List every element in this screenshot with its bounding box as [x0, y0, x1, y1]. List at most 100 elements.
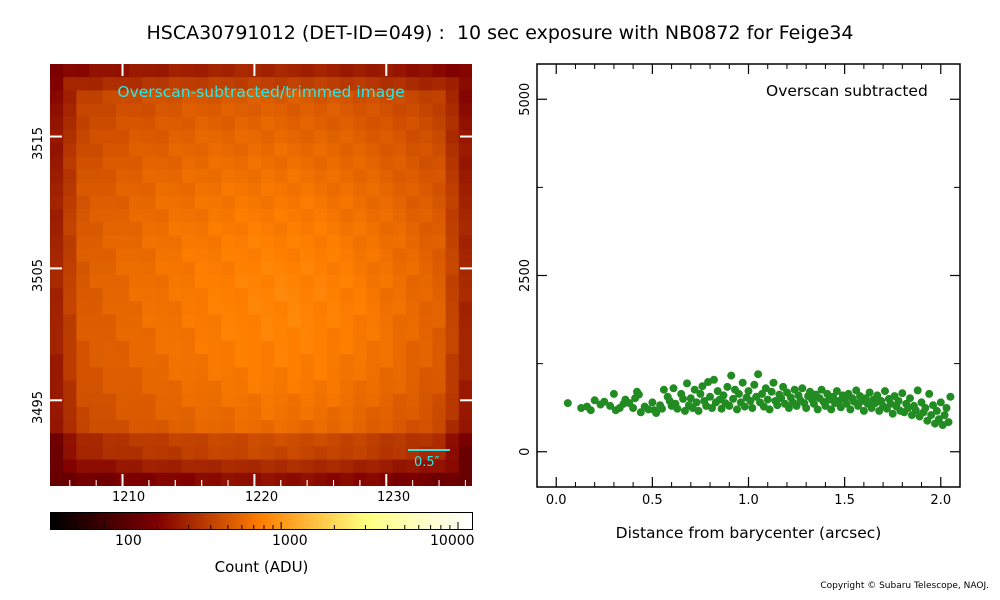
heatmap-cell [300, 406, 315, 421]
heatmap-cell [287, 406, 302, 421]
heatmap-cell [353, 235, 368, 250]
heatmap-cell [168, 77, 183, 91]
heatmap-cell [458, 169, 472, 184]
colorbar-segment [372, 513, 377, 529]
heatmap-cell [326, 354, 341, 368]
scatter-point [590, 396, 599, 405]
heatmap-cell [313, 129, 328, 144]
heatmap-cell [445, 209, 460, 223]
heatmap-cell [392, 433, 407, 448]
heatmap-cell [115, 314, 130, 329]
heatmap-cell [234, 406, 249, 421]
heatmap-cell [406, 288, 420, 302]
heatmap-cell [102, 169, 117, 184]
heatmap-cell [445, 275, 460, 289]
heatmap-cell [247, 103, 262, 118]
colorbar-segment [165, 513, 169, 529]
heatmap-cell [379, 340, 394, 355]
heatmap-cell [234, 116, 249, 131]
heatmap-cell [208, 248, 223, 263]
colorbar-segment [81, 513, 85, 529]
heatmap-cell [340, 143, 354, 157]
heatmap-cell [274, 301, 288, 316]
heatmap-cell [168, 64, 183, 78]
heatmap-cell [366, 380, 381, 395]
heatmap-cell [129, 103, 143, 118]
heatmap-cell [115, 195, 130, 210]
colorbar-segment [408, 513, 413, 529]
heatmap-cell [313, 472, 328, 486]
heatmap-cell [102, 301, 117, 316]
heatmap-cell [208, 406, 223, 421]
heatmap-cell [181, 301, 196, 316]
heatmap-cell [155, 340, 170, 355]
scale-bar [408, 449, 450, 451]
heatmap-cell [379, 459, 394, 474]
colorbar-segment [378, 513, 383, 529]
heatmap-cell [406, 235, 420, 250]
scatter-point [738, 378, 747, 387]
heatmap-cell [261, 261, 275, 276]
colorbar-segment [111, 513, 115, 529]
heatmap-cell [50, 156, 64, 171]
heatmap-cell [195, 275, 209, 289]
heatmap-cell [115, 143, 130, 157]
heatmap-cell [353, 367, 368, 382]
heatmap-cell [129, 446, 143, 461]
colorbar-segment [246, 513, 250, 529]
colorbar-segment [447, 513, 452, 529]
heatmap-cell [195, 103, 209, 118]
heatmap-cell [445, 103, 460, 118]
heatmap-cell [419, 261, 434, 276]
scatter-point [929, 401, 938, 410]
heatmap-cell [195, 393, 209, 408]
heatmap-cell [234, 327, 249, 342]
heatmap-cell [155, 459, 170, 474]
heatmap-cell [340, 169, 354, 184]
heatmap-cell [326, 222, 341, 237]
heatmap-cell [392, 367, 407, 382]
heatmap-cell [208, 64, 223, 78]
heatmap-cell [274, 195, 288, 210]
heatmap-cell [247, 248, 262, 263]
colorbar-segment [423, 513, 428, 529]
heatmap-cell [458, 248, 472, 263]
heatmap-cell [379, 209, 394, 223]
heatmap-cell [326, 380, 341, 395]
colorbar-segment [285, 513, 290, 529]
heatmap-cell [340, 103, 354, 118]
heatmap-cell [76, 103, 91, 118]
heatmap-cell [326, 195, 341, 210]
colorbar-segment [162, 513, 166, 529]
heatmap-cell [326, 169, 341, 184]
colorbar-segment [450, 513, 455, 529]
scatter-point [658, 404, 666, 413]
heatmap-cell [353, 222, 368, 237]
heatmap-cell [432, 64, 447, 78]
heatmap-cell [406, 182, 420, 197]
heatmap-cell [89, 314, 104, 329]
colorbar-segment [291, 513, 296, 529]
heatmap-cell [221, 446, 236, 461]
heatmap-cell [300, 129, 315, 144]
heatmap-cell [155, 288, 170, 302]
heatmap-cell [392, 77, 407, 91]
heatmap-cell [168, 459, 183, 474]
heatmap-cell [208, 261, 223, 276]
heatmap-cell [234, 235, 249, 250]
heatmap-cell [142, 314, 157, 329]
heatmap-cell [50, 472, 64, 486]
heatmap-cell [89, 235, 104, 250]
x-axis-label: Distance from barycenter (arcsec) [615, 524, 882, 542]
colorbar-segment [141, 513, 145, 529]
heatmap-cell [208, 420, 223, 434]
heatmap-cell [63, 195, 77, 210]
heatmap-cell [102, 90, 117, 105]
heatmap-cell [353, 380, 368, 395]
colorbar-segment [258, 513, 262, 529]
heatmap-cell [221, 261, 236, 276]
heatmap-cell [247, 261, 262, 276]
heatmap-cell [221, 64, 236, 78]
heatmap-cell [129, 209, 143, 223]
heatmap-cell [129, 169, 143, 184]
